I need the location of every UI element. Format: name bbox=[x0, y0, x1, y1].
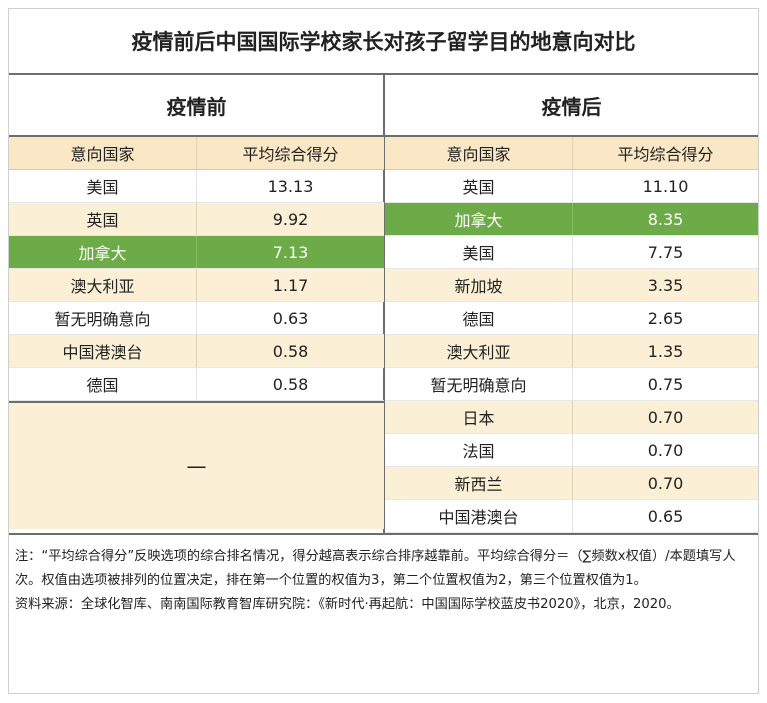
table-row-highlighted: 加拿大 8.35 bbox=[385, 203, 758, 236]
after-header-row: 意向国家 平均综合得分 bbox=[385, 137, 758, 170]
before-col-score: 平均综合得分 bbox=[242, 145, 339, 164]
score-cell: 0.65 bbox=[647, 506, 684, 526]
after-panel: 疫情后 意向国家 平均综合得分 英国 11.10 加拿大 8.35 美国 7.7… bbox=[385, 75, 758, 533]
after-heading: 疫情后 bbox=[385, 75, 758, 137]
score-cell: 1.35 bbox=[647, 341, 684, 361]
score-cell: 11.10 bbox=[642, 176, 689, 196]
table-title: 疫情前后中国国际学校家长对孩子留学目的地意向对比 bbox=[9, 9, 758, 75]
score-cell: 7.75 bbox=[647, 242, 684, 262]
table-row: 英国 11.10 bbox=[385, 170, 758, 203]
country-cell: 美国 bbox=[385, 236, 573, 268]
before-col-country: 意向国家 bbox=[9, 137, 197, 169]
country-cell: 英国 bbox=[9, 203, 197, 235]
table-row: 日本 0.70 bbox=[385, 401, 758, 434]
before-panel: 疫情前 意向国家 平均综合得分 美国 13.13 英国 9.92 加拿大 7.1… bbox=[9, 75, 384, 529]
country-cell: 英国 bbox=[385, 170, 573, 202]
table-row: 暂无明确意向 0.63 bbox=[9, 302, 384, 335]
table-row-highlighted: 加拿大 7.13 bbox=[9, 236, 384, 269]
table-card: 疫情前后中国国际学校家长对孩子留学目的地意向对比 疫情前 意向国家 平均综合得分… bbox=[8, 8, 759, 694]
table-row: 德国 0.58 bbox=[9, 368, 384, 401]
note-text: 注：“平均综合得分”反映选项的综合排名情况，得分越高表示综合排序越靠前。平均综合… bbox=[15, 549, 736, 588]
score-cell: 8.35 bbox=[647, 209, 684, 229]
table-row: 澳大利亚 1.35 bbox=[385, 335, 758, 368]
table-row: 澳大利亚 1.17 bbox=[9, 269, 384, 302]
score-cell: 13.13 bbox=[267, 176, 314, 196]
country-cell: 德国 bbox=[9, 368, 197, 400]
table-row: 暂无明确意向 0.75 bbox=[385, 368, 758, 401]
table-row: 德国 2.65 bbox=[385, 302, 758, 335]
before-empty-area: — bbox=[9, 401, 384, 529]
country-cell: 澳大利亚 bbox=[385, 335, 573, 367]
country-cell: 加拿大 bbox=[385, 203, 573, 235]
score-cell: 0.70 bbox=[647, 473, 684, 493]
score-cell: 3.35 bbox=[647, 275, 684, 295]
footnote: 注：“平均综合得分”反映选项的综合排名情况，得分越高表示综合排序越靠前。平均综合… bbox=[9, 533, 758, 693]
score-cell: 1.17 bbox=[272, 275, 309, 295]
country-cell: 澳大利亚 bbox=[9, 269, 197, 301]
score-cell: 7.13 bbox=[272, 242, 309, 262]
score-cell: 0.70 bbox=[647, 407, 684, 427]
country-cell: 日本 bbox=[385, 401, 573, 433]
after-col-country: 意向国家 bbox=[385, 137, 573, 169]
table-row: 新西兰 0.70 bbox=[385, 467, 758, 500]
table-row: 中国港澳台 0.58 bbox=[9, 335, 384, 368]
table-row: 新加坡 3.35 bbox=[385, 269, 758, 302]
before-heading: 疫情前 bbox=[9, 75, 384, 137]
score-cell: 2.65 bbox=[647, 308, 684, 328]
table-row: 法国 0.70 bbox=[385, 434, 758, 467]
country-cell: 中国港澳台 bbox=[385, 500, 573, 532]
country-cell: 法国 bbox=[385, 434, 573, 466]
table-row: 美国 7.75 bbox=[385, 236, 758, 269]
country-cell: 美国 bbox=[9, 170, 197, 202]
before-header-row: 意向国家 平均综合得分 bbox=[9, 137, 384, 170]
country-cell: 暂无明确意向 bbox=[9, 302, 197, 334]
score-cell: 0.58 bbox=[272, 341, 309, 361]
country-cell: 新西兰 bbox=[385, 467, 573, 499]
source-text: 资料来源：全球化智库、南南国际教育智库研究院：《新时代·再起航：中国国际学校蓝皮… bbox=[15, 597, 680, 612]
country-cell: 加拿大 bbox=[9, 236, 197, 268]
country-cell: 中国港澳台 bbox=[9, 335, 197, 367]
table-row: 英国 9.92 bbox=[9, 203, 384, 236]
score-cell: 0.63 bbox=[272, 308, 309, 328]
score-cell: 0.58 bbox=[272, 374, 309, 394]
country-cell: 暂无明确意向 bbox=[385, 368, 573, 400]
score-cell: 0.75 bbox=[647, 374, 684, 394]
country-cell: 新加坡 bbox=[385, 269, 573, 301]
country-cell: 德国 bbox=[385, 302, 573, 334]
after-col-score: 平均综合得分 bbox=[617, 145, 714, 164]
table-row: 中国港澳台 0.65 bbox=[385, 500, 758, 533]
score-cell: 0.70 bbox=[647, 440, 684, 460]
score-cell: 9.92 bbox=[272, 209, 309, 229]
column-divider bbox=[383, 75, 385, 533]
table-row: 美国 13.13 bbox=[9, 170, 384, 203]
